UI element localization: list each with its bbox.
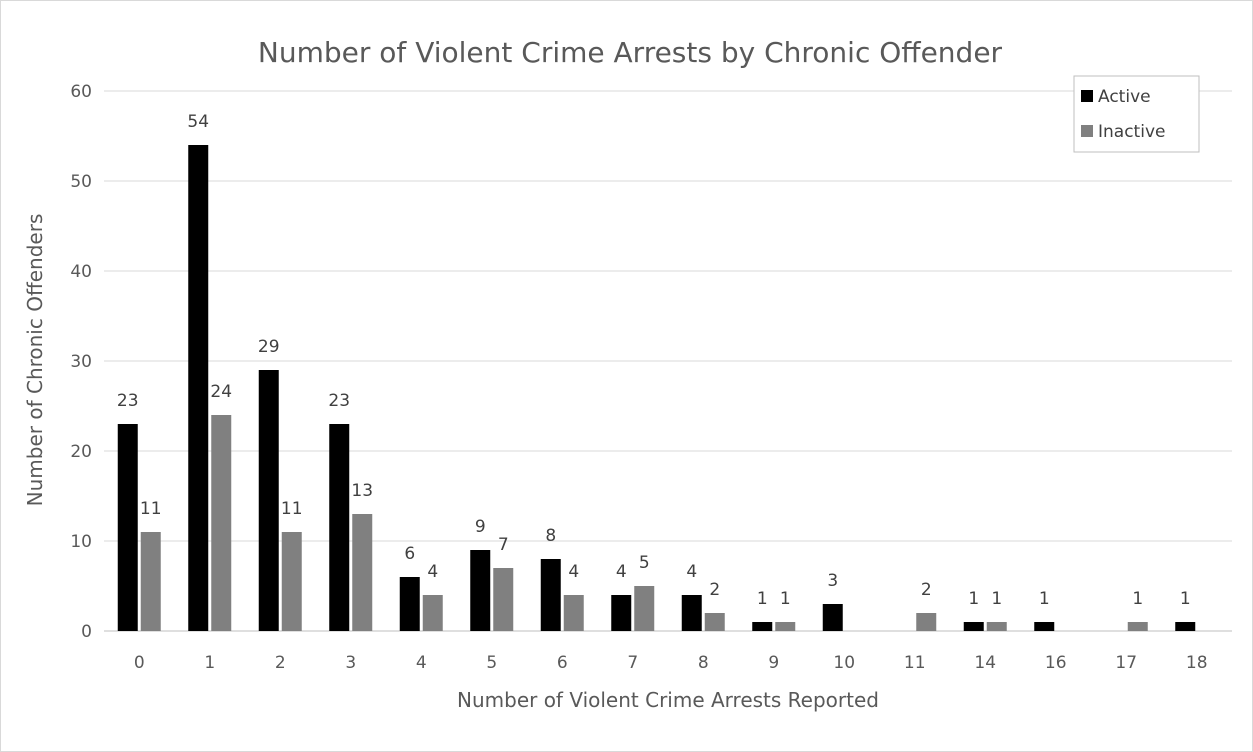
bar-active: [1175, 622, 1196, 631]
x-tick-label: 16: [1045, 653, 1067, 673]
legend-swatch-inactive: [1081, 125, 1093, 137]
data-label-inactive: 2: [709, 580, 720, 600]
bar-active: [329, 424, 350, 631]
data-label-active: 1: [1039, 589, 1050, 609]
y-tick-label: 60: [70, 82, 92, 102]
data-label-active: 1: [757, 589, 768, 609]
data-label-active: 3: [827, 571, 838, 591]
y-tick-label: 0: [81, 622, 92, 642]
x-tick-label: 1: [204, 653, 215, 673]
bar-inactive: [1127, 622, 1148, 631]
bar-inactive: [916, 613, 937, 631]
data-label-inactive: 11: [281, 499, 303, 519]
bar-active: [963, 622, 984, 631]
legend-swatch-active: [1081, 90, 1093, 102]
x-tick-label: 6: [557, 653, 568, 673]
x-tick-label: 14: [974, 653, 996, 673]
x-axis-ticks: 0 1 2 3 4 5 6 7 8 9 10 11 14 16 17 18: [134, 653, 1208, 673]
data-label-active: 54: [187, 112, 209, 132]
bar-inactive: [422, 595, 443, 631]
legend-label-inactive: Inactive: [1098, 122, 1165, 142]
data-label-inactive: 13: [351, 481, 373, 501]
legend: Active Inactive: [1073, 75, 1200, 153]
y-axis-title: Number of Chronic Offenders: [23, 214, 47, 507]
data-label-inactive: 4: [427, 562, 438, 582]
data-label-active: 1: [1180, 589, 1191, 609]
x-tick-label: 11: [904, 653, 926, 673]
bar-active: [188, 145, 209, 631]
bar-active: [752, 622, 773, 631]
bar-inactive: [986, 622, 1007, 631]
bar-inactive: [775, 622, 796, 631]
y-tick-label: 30: [70, 352, 92, 372]
data-label-active: 6: [404, 544, 415, 564]
bar-inactive: [281, 532, 302, 631]
data-label-inactive: 11: [140, 499, 162, 519]
data-label-inactive: 24: [210, 382, 232, 402]
data-label-active: 4: [616, 562, 627, 582]
x-tick-label: 0: [134, 653, 145, 673]
data-label-active: 9: [475, 517, 486, 537]
x-tick-label: 3: [345, 653, 356, 673]
data-label-inactive: 7: [498, 535, 509, 555]
y-tick-label: 10: [70, 532, 92, 552]
data-label-active: 4: [686, 562, 697, 582]
chart-title: Number of Violent Crime Arrests by Chron…: [258, 36, 1003, 69]
bar-active: [540, 559, 561, 631]
y-tick-label: 50: [70, 172, 92, 192]
x-tick-label: 5: [486, 653, 497, 673]
y-tick-label: 20: [70, 442, 92, 462]
data-label-active: 8: [545, 526, 556, 546]
data-label-inactive: 4: [568, 562, 579, 582]
bar-inactive: [211, 415, 232, 631]
data-label-active: 1: [968, 589, 979, 609]
x-tick-label: 4: [416, 653, 427, 673]
data-label-inactive: 1: [991, 589, 1002, 609]
bar-inactive: [634, 586, 655, 631]
bar-inactive: [140, 532, 161, 631]
bar-inactive: [704, 613, 725, 631]
bar-active: [1034, 622, 1055, 631]
bar-active: [470, 550, 491, 631]
bar-active: [822, 604, 843, 631]
legend-label-active: Active: [1098, 87, 1151, 107]
x-tick-label: 8: [698, 653, 709, 673]
x-tick-label: 10: [833, 653, 855, 673]
bars: [117, 145, 1196, 631]
x-tick-label: 17: [1115, 653, 1137, 673]
x-tick-label: 18: [1186, 653, 1208, 673]
data-label-inactive: 5: [639, 553, 650, 573]
x-tick-label: 9: [768, 653, 779, 673]
y-axis-ticks: 0 10 20 30 40 50 60: [70, 82, 92, 642]
data-label-active: 23: [117, 391, 139, 411]
legend-box: [1073, 75, 1200, 153]
bar-active: [681, 595, 702, 631]
bar-active: [611, 595, 632, 631]
bar-active: [258, 370, 279, 631]
x-tick-label: 7: [627, 653, 638, 673]
data-label-inactive: 2: [921, 580, 932, 600]
x-tick-label: 2: [275, 653, 286, 673]
x-axis-title: Number of Violent Crime Arrests Reported: [457, 688, 879, 712]
bar-active: [399, 577, 420, 631]
bar-active: [117, 424, 138, 631]
bar-inactive: [563, 595, 584, 631]
y-tick-label: 40: [70, 262, 92, 282]
data-label-active: 23: [328, 391, 350, 411]
data-label-inactive: 1: [1132, 589, 1143, 609]
data-label-active: 29: [258, 337, 280, 357]
bar-inactive: [352, 514, 373, 631]
bar-inactive: [493, 568, 514, 631]
data-label-inactive: 1: [780, 589, 791, 609]
